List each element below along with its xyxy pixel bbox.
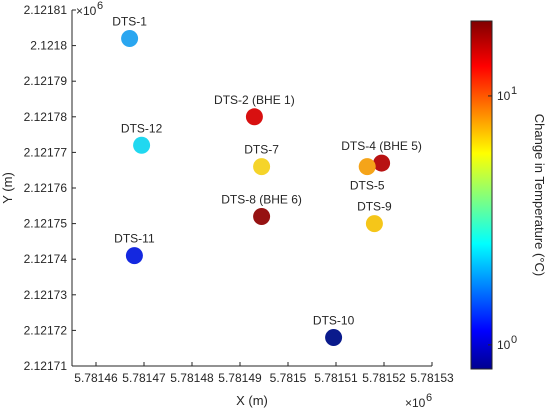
x-axis-title: X (m): [236, 393, 268, 408]
data-point-dts-2-bhe-1: [245, 108, 263, 126]
point-label-dts-12: DTS-12: [121, 121, 163, 135]
point-label-dts-11: DTS-11: [114, 232, 155, 246]
y-tick-label: 2.12181: [24, 3, 68, 17]
data-point-dts-5: [358, 158, 376, 176]
plot-layer: 5.78146 5.78147 5.78148 5.78149 5.7815 5.7815…: [24, 3, 454, 385]
data-point-dts-7: [253, 158, 271, 176]
colorbar-tick-label: 10: [497, 338, 511, 352]
point-label-dts-4-bhe-5: DTS-4 (BHE 5): [341, 139, 422, 153]
y-scale-factor: ×10 6: [76, 0, 103, 18]
y-tick-label: 2.1218: [30, 39, 67, 53]
colorbar-tick-exponent: 1: [511, 85, 517, 97]
point-label-dts-7: DTS-7: [244, 143, 279, 157]
point-label-dts-10: DTS-10: [313, 314, 355, 328]
x-tick-label: 5.78152: [362, 371, 406, 385]
x-scale-factor-base: ×10: [405, 396, 426, 410]
y-axis-title: Y (m): [0, 172, 15, 204]
y-scale-factor-base: ×10: [76, 4, 97, 18]
colorbar-tick-exponent: 0: [511, 334, 517, 346]
x-tick-label: 5.78147: [122, 371, 166, 385]
x-tick-label: 5.78149: [218, 371, 262, 385]
colorbar-tick-label: 10: [497, 89, 511, 103]
point-label-dts-8-bhe-6: DTS-8 (BHE 6): [221, 192, 302, 206]
point-label-dts-5: DTS-5: [350, 179, 385, 193]
point-label-dts-9: DTS-9: [357, 200, 392, 214]
x-tick-label: 5.78146: [74, 371, 118, 385]
data-point-dts-11: [125, 247, 143, 265]
x-scale-factor-exponent: 6: [426, 392, 432, 404]
data-point-dts-1: [121, 29, 139, 47]
y-tick-label: 2.12174: [24, 252, 68, 266]
data-point-dts-9: [365, 215, 383, 233]
data-point-dts-8-bhe-6: [253, 207, 271, 225]
x-tick-label: 5.78148: [170, 371, 214, 385]
y-tick-label: 2.12175: [24, 217, 68, 231]
colorbar: [470, 20, 493, 370]
y-tick-label: 2.12173: [24, 288, 68, 302]
plot-area: [72, 10, 432, 366]
point-label-dts-1: DTS-1: [112, 14, 147, 28]
data-point-dts-12: [133, 136, 151, 154]
y-tick-label: 2.12179: [24, 74, 68, 88]
point-label-dts-2-bhe-1: DTS-2 (BHE 1): [214, 93, 295, 107]
y-tick-label: 2.12171: [24, 359, 68, 373]
data-point-dts-10: [325, 329, 343, 347]
y-scale-factor-exponent: 6: [97, 0, 103, 12]
y-tick-label: 2.12177: [24, 145, 68, 159]
y-tick-label: 2.12176: [24, 181, 68, 195]
x-scale-factor: ×10 6: [405, 392, 432, 410]
data-point-dts-4-bhe-5: [373, 154, 391, 172]
x-tick-label: 5.78151: [314, 371, 358, 385]
y-tick-label: 2.12172: [24, 323, 68, 337]
x-tick-label: 5.7815: [270, 371, 307, 385]
y-tick-label: 2.12178: [24, 110, 68, 124]
colorbar-label: Change in Temperature (°C): [532, 114, 547, 276]
x-tick-label: 5.78153: [410, 371, 454, 385]
